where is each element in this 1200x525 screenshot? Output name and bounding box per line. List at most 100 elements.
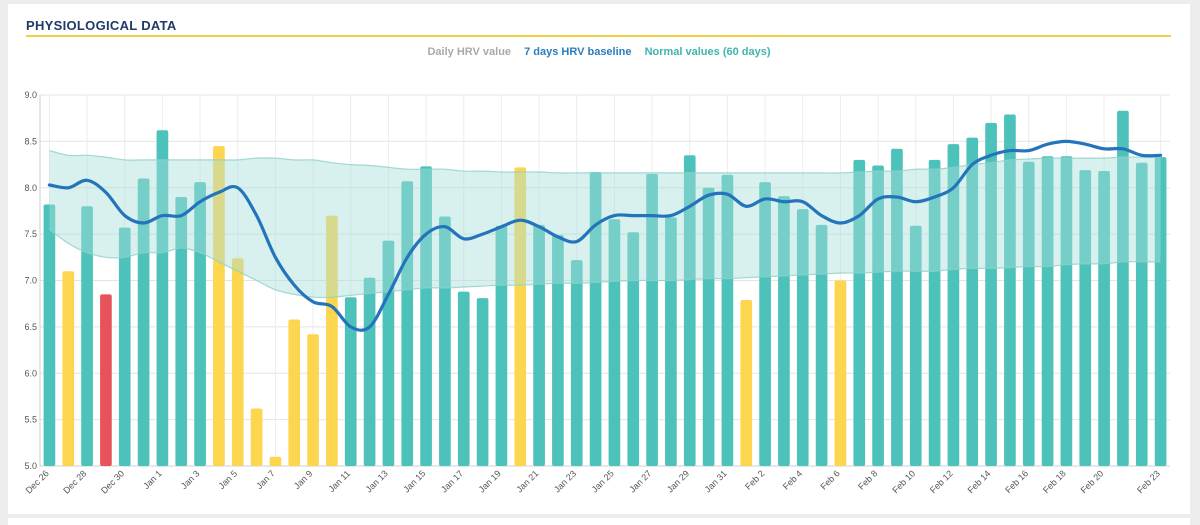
x-tick-label: Feb 12 bbox=[928, 468, 955, 495]
bar-normal bbox=[683, 155, 696, 466]
bar-warning bbox=[514, 167, 527, 466]
x-tick-label: Feb 8 bbox=[856, 468, 879, 491]
hrv-chart: 5.0 5.5 6.0 6.5 7.0 7.5 8.0 8.5 9.0 Dec 26 Dec 28 D… bbox=[24, 90, 1170, 496]
x-tick-label: Feb 2 bbox=[743, 468, 766, 491]
bar-warning bbox=[62, 271, 75, 466]
chart-legend: Daily HRV value 7 days HRV baseline Norm… bbox=[8, 46, 1190, 58]
legend-hrv-baseline[interactable]: 7 days HRV baseline bbox=[524, 46, 632, 58]
y-tick-label: 5.5 bbox=[24, 415, 37, 425]
bar-normal bbox=[495, 225, 508, 466]
bar-normal bbox=[1041, 156, 1054, 466]
x-tick-label: Dec 26 bbox=[24, 468, 51, 495]
x-tick-label: Feb 6 bbox=[818, 468, 841, 491]
bar-normal bbox=[118, 227, 131, 466]
bar-normal bbox=[363, 277, 376, 466]
x-tick-label: Feb 4 bbox=[781, 468, 804, 491]
bar-warning bbox=[269, 456, 282, 466]
x-tick-label: Feb 16 bbox=[1003, 468, 1030, 495]
x-tick-label: Jan 11 bbox=[326, 468, 352, 494]
bar-normal bbox=[947, 144, 960, 466]
bar-normal bbox=[175, 197, 188, 466]
x-tick-label: Jan 9 bbox=[292, 468, 315, 491]
bar-normal bbox=[778, 196, 790, 466]
x-tick-label: Feb 14 bbox=[966, 468, 993, 495]
bar-normal bbox=[589, 171, 602, 467]
bar-warning bbox=[740, 299, 753, 466]
hrv-panel: PHYSIOLOGICAL DATA Daily HRV value 7 day… bbox=[8, 4, 1190, 514]
normal-range-lower bbox=[49, 229, 1161, 299]
hrv-baseline-line bbox=[47, 139, 1163, 332]
bar-normal bbox=[1154, 157, 1167, 466]
bar-normal bbox=[627, 232, 640, 466]
bar-normal bbox=[985, 122, 997, 466]
bar-normal bbox=[570, 260, 583, 466]
bar-normal bbox=[928, 159, 941, 467]
bar-warning bbox=[834, 280, 847, 466]
bar-normal bbox=[43, 204, 56, 466]
bar-normal bbox=[909, 225, 922, 466]
bar-normal bbox=[853, 159, 866, 467]
x-tick-label: Jan 21 bbox=[514, 468, 540, 494]
bar-warning bbox=[250, 408, 263, 466]
y-tick-label: 6.5 bbox=[24, 322, 37, 332]
x-tick-label: Jan 5 bbox=[217, 468, 240, 491]
bar-normal bbox=[665, 217, 677, 466]
legend-daily-hrv[interactable]: Daily HRV value bbox=[427, 46, 512, 58]
x-tick-label: Feb 18 bbox=[1041, 468, 1068, 495]
bar-normal bbox=[439, 216, 451, 466]
x-tick-label: Jan 17 bbox=[439, 468, 465, 494]
y-tick-label: 8.0 bbox=[24, 183, 37, 193]
next-panel-edge bbox=[8, 518, 1190, 525]
x-tick-label: Jan 3 bbox=[179, 468, 202, 491]
x-tick-label: Dec 30 bbox=[99, 468, 126, 495]
bar-normal bbox=[646, 173, 658, 466]
bar-warning bbox=[307, 334, 319, 466]
bar-normal bbox=[702, 187, 715, 466]
x-tick-label: Jan 29 bbox=[665, 468, 691, 494]
x-tick-label: Jan 15 bbox=[401, 468, 427, 494]
bar-normal bbox=[1004, 114, 1016, 466]
bar-warning bbox=[213, 146, 225, 466]
x-tick-label: Dec 28 bbox=[61, 468, 88, 495]
x-tick-label: Feb 20 bbox=[1079, 468, 1106, 495]
x-tick-label: Jan 19 bbox=[477, 468, 503, 494]
bar-normal bbox=[81, 206, 93, 467]
y-tick-label: 7.5 bbox=[24, 229, 37, 239]
bar-normal bbox=[344, 297, 357, 466]
bar-normal bbox=[891, 148, 903, 467]
bar-normal bbox=[457, 291, 470, 466]
y-tick-label: 9.0 bbox=[24, 90, 37, 100]
bar-normal bbox=[137, 178, 150, 466]
bar-normal bbox=[721, 174, 734, 466]
x-tick-label: Jan 27 bbox=[627, 468, 653, 494]
bar-normal bbox=[533, 224, 545, 466]
bar-normal bbox=[1098, 171, 1110, 466]
bar-normal bbox=[1079, 170, 1092, 466]
x-tick-label: Jan 13 bbox=[364, 468, 390, 494]
bar-normal bbox=[815, 224, 828, 466]
normal-range-band bbox=[49, 150, 1161, 298]
x-tick-label: Jan 25 bbox=[590, 468, 616, 494]
bar-normal bbox=[1060, 156, 1073, 466]
bar-alert bbox=[100, 294, 112, 466]
x-tick-label: Jan 1 bbox=[141, 468, 164, 491]
bar-normal bbox=[194, 182, 206, 466]
bar-normal bbox=[759, 182, 771, 466]
panel-title: PHYSIOLOGICAL DATA bbox=[26, 18, 177, 33]
bar-normal bbox=[1135, 162, 1148, 466]
bar-warning bbox=[288, 319, 301, 466]
bar-normal bbox=[796, 209, 809, 466]
bar-normal bbox=[420, 166, 432, 467]
y-tick-label: 8.5 bbox=[24, 136, 37, 146]
x-tick-label: Jan 23 bbox=[552, 468, 578, 494]
x-tick-label: Feb 10 bbox=[890, 468, 917, 495]
legend-normal-values[interactable]: Normal values (60 days) bbox=[644, 46, 771, 58]
bar-warning bbox=[326, 215, 338, 466]
bar-normal bbox=[1022, 161, 1035, 466]
bar-normal bbox=[966, 137, 979, 467]
y-tick-label: 6.0 bbox=[24, 368, 37, 378]
bar-normal bbox=[872, 165, 884, 467]
title-underline bbox=[26, 35, 1171, 37]
x-tick-label: Feb 23 bbox=[1135, 468, 1162, 495]
bar-normal bbox=[552, 235, 564, 466]
